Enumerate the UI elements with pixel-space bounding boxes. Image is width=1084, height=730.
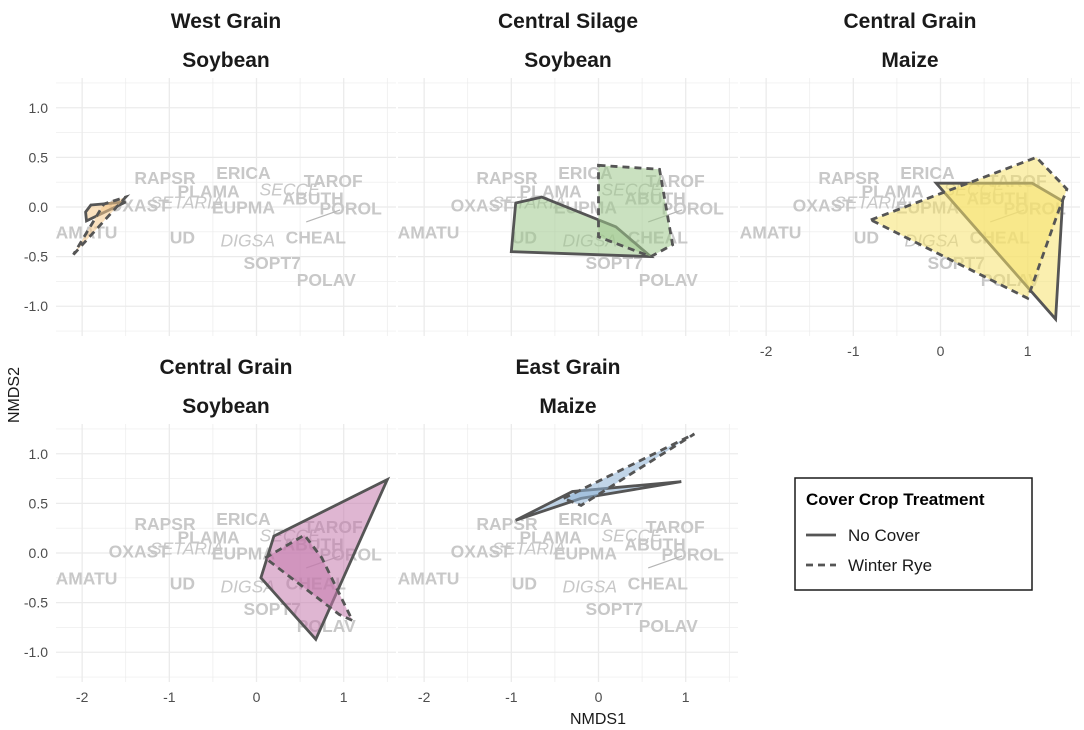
species-label-amatu: AMATU	[56, 568, 118, 588]
species-label-cheal: CHEAL	[286, 227, 347, 247]
species-label-sopt7: SOPT7	[244, 253, 301, 273]
y-tick-label: -0.5	[24, 249, 48, 265]
x-tick-label: -1	[847, 343, 860, 359]
panel-title: Central Grain	[159, 356, 292, 379]
species-label-amatu: AMATU	[398, 568, 460, 588]
y-tick-label: -1.0	[24, 644, 48, 660]
species-label-eupma: EUPMA	[554, 544, 618, 564]
y-tick-label: 1.0	[29, 100, 49, 116]
y-tick-label: -1.0	[24, 298, 48, 314]
x-tick-label: 0	[937, 343, 945, 359]
panel-title: Central Silage	[498, 10, 638, 33]
species-label-sopt7: SOPT7	[586, 599, 643, 619]
x-tick-label: -1	[163, 689, 176, 705]
x-tick-label: 1	[340, 689, 348, 705]
species-label-digsa: DIGSA	[221, 230, 275, 250]
y-tick-label: -0.5	[24, 595, 48, 611]
x-tick-label: 1	[1024, 343, 1032, 359]
species-label-oxast: OXAST	[793, 196, 854, 216]
legend-title: Cover Crop Treatment	[806, 490, 985, 509]
legend-label-no-cover: No Cover	[848, 526, 920, 545]
panel-subtitle: Soybean	[182, 49, 270, 72]
panel-central-grain-soybean: Central GrainSoybeanRAPSRERICATAROFPLAMA…	[24, 356, 396, 705]
species-label-digsa: DIGSA	[563, 576, 617, 596]
x-tick-label: -2	[760, 343, 773, 359]
y-tick-label: 0.5	[29, 149, 49, 165]
x-axis-label: NMDS1	[570, 711, 626, 728]
x-tick-label: 1	[682, 689, 690, 705]
species-label-amatu: AMATU	[398, 222, 460, 242]
species-label-porol: POROL	[662, 545, 725, 565]
y-tick-label: 0.5	[29, 495, 49, 511]
species-label-porol: POROL	[320, 199, 383, 219]
panel-subtitle: Soybean	[524, 49, 612, 72]
panel-title: East Grain	[515, 356, 620, 379]
species-label-polav: POLAV	[639, 616, 698, 636]
legend: Cover Crop Treatment No Cover Winter Rye	[795, 478, 1032, 590]
y-axis-label: NMDS2	[6, 367, 23, 423]
panels-layer: West Grain Soybean RAPSR ERICA TAROF PLAMA SEC…	[24, 10, 1080, 705]
panel-title: Central Grain	[843, 10, 976, 33]
species-label-cheal: CHEAL	[628, 573, 689, 593]
panel-central-grain-maize: Central GrainMaizeRAPSRERICATAROFPLAMASE…	[740, 10, 1080, 359]
species-label-polav: POLAV	[639, 270, 698, 290]
x-tick-label: -1	[505, 689, 518, 705]
species-label-oxast: OXAST	[451, 196, 512, 216]
panel-subtitle: Maize	[881, 49, 938, 72]
panel-title: West Grain	[171, 10, 281, 33]
legend-label-winter-rye: Winter Rye	[848, 556, 932, 575]
species-label-porol: POROL	[662, 199, 725, 219]
x-tick-label: 0	[253, 689, 261, 705]
species-label-oxast: OXAST	[451, 542, 512, 562]
species-label-ud: UD	[170, 573, 195, 593]
nmds-faceted-chart: West GrainSoybeanRAPSR ERICA TAROFPLAMA SEC…	[0, 0, 1084, 730]
x-tick-label: -2	[76, 689, 89, 705]
y-tick-label: 0.0	[29, 199, 49, 215]
species-label-eupma: EUPMA	[212, 198, 276, 218]
x-tick-label: 0	[595, 689, 603, 705]
panel-subtitle: Soybean	[182, 395, 270, 418]
x-tick-label: -2	[418, 689, 431, 705]
species-label-polav: POLAV	[297, 270, 356, 290]
y-tick-label: 1.0	[29, 446, 49, 462]
species-label-ud: UD	[854, 227, 879, 247]
panel-west-grain-soybean: West Grain Soybean RAPSR ERICA TAROF PLAMA SEC…	[24, 10, 396, 336]
hull-winter-rye	[564, 434, 695, 506]
species-label-ud: UD	[512, 573, 537, 593]
panel-subtitle: Maize	[539, 395, 596, 418]
species-label-oxast: OXAST	[109, 542, 170, 562]
y-tick-label: 0.0	[29, 545, 49, 561]
species-label-amatu: AMATU	[740, 222, 802, 242]
species-label-ud: UD	[170, 227, 195, 247]
